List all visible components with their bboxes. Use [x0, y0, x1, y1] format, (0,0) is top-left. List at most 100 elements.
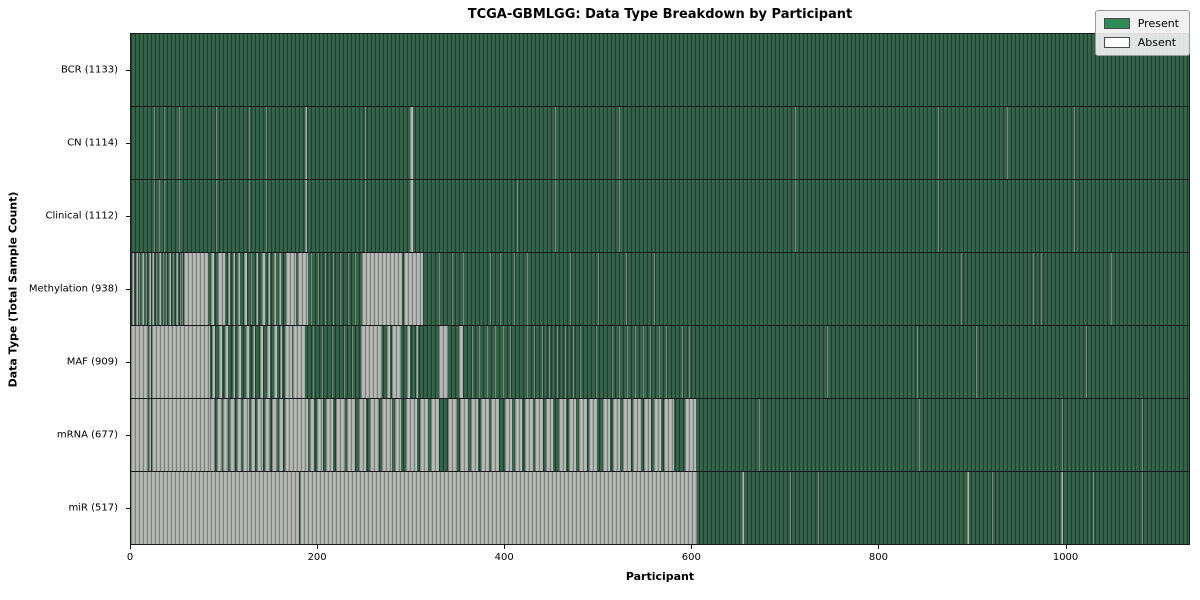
absent-segment [1092, 472, 1094, 544]
absent-segment [790, 472, 792, 544]
y-tick-mark [126, 215, 130, 217]
absent-segment [625, 253, 627, 325]
absent-segment [1111, 253, 1113, 325]
absent-segment [300, 472, 364, 544]
absent-segment [619, 180, 621, 252]
absent-segment [131, 253, 134, 325]
absent-segment [175, 253, 178, 325]
absent-segment [701, 180, 703, 252]
absent-segment [229, 399, 235, 471]
absent-segment [131, 326, 148, 398]
absent-segment [250, 253, 253, 325]
y-tick-label-Methylation: Methylation (938) [28, 283, 118, 295]
absent-segment [589, 399, 597, 471]
absent-segment [178, 107, 180, 179]
absent-segment [346, 399, 356, 471]
absent-segment [352, 326, 354, 398]
absent-segment [526, 253, 528, 325]
absent-segment [546, 253, 548, 325]
y-tick-label-mRNA: mRNA (677) [56, 429, 118, 441]
absent-segment [211, 253, 215, 325]
absent-segment [458, 326, 464, 398]
absent-segment [212, 326, 216, 398]
absent-segment [549, 326, 551, 398]
absent-segment [325, 253, 327, 325]
absent-segment [1041, 253, 1043, 325]
absent-segment [689, 326, 691, 398]
absent-segment [603, 326, 605, 398]
absent-segment [228, 253, 230, 325]
absent-segment [304, 180, 308, 252]
absent-segment [273, 253, 276, 325]
absent-segment [243, 253, 247, 325]
y-axis: BCR (1133) CN (1114) Clinical (1112) Methyl… [0, 33, 130, 545]
absent-segment [568, 399, 577, 471]
absent-segment [238, 253, 241, 325]
absent-segment [360, 326, 383, 398]
absent-segment [250, 399, 256, 471]
absent-segment [430, 399, 440, 471]
absent-segment [642, 326, 644, 398]
absent-segment [392, 326, 401, 398]
absent-segment [991, 472, 993, 544]
absent-segment [148, 326, 151, 398]
absent-segment [919, 399, 921, 471]
absent-segment [459, 399, 469, 471]
legend-item-absent: Absent [1103, 36, 1179, 49]
x-tick-mark [317, 545, 319, 549]
absent-segment [238, 326, 242, 398]
absent-segment [272, 399, 277, 471]
absent-segment [526, 326, 528, 398]
absent-segment [245, 326, 249, 398]
y-tick-label-BCR: BCR (1133) [60, 64, 118, 76]
x-tick-label-0: 0 [126, 552, 134, 563]
absent-segment [741, 472, 744, 544]
absent-segment [139, 253, 141, 325]
absent-segment [313, 326, 314, 398]
absent-segment [178, 180, 180, 252]
absent-segment [215, 180, 217, 252]
y-tick-label-MAF: MAF (909) [66, 356, 118, 368]
absent-segment [612, 399, 621, 471]
absent-segment [365, 180, 367, 252]
x-axis-title: Participant [625, 570, 695, 583]
absent-segment [1012, 399, 1014, 471]
absent-segment [264, 399, 271, 471]
absent-segment [597, 253, 599, 325]
absent-segment [298, 253, 309, 325]
absent-segment [131, 399, 148, 471]
absent-segment [489, 253, 491, 325]
absent-segment [151, 399, 211, 471]
absent-segment [961, 253, 963, 325]
x-tick-label-1000: 1000 [1052, 552, 1079, 563]
absent-segment [322, 326, 324, 398]
absent-segment [340, 253, 342, 325]
row-miR [131, 472, 1189, 544]
legend: Present Absent [1094, 10, 1190, 56]
absent-segment [513, 253, 515, 325]
absent-segment [365, 107, 367, 179]
absent-segment [156, 253, 158, 325]
absent-segment [332, 253, 334, 325]
absent-segment [331, 326, 333, 398]
row-mRNA [131, 399, 1189, 472]
absent-segment [1033, 253, 1034, 325]
absent-segment [154, 107, 156, 179]
absent-segment [794, 107, 796, 179]
row-BCR [131, 34, 1189, 107]
absent-segment [439, 326, 448, 398]
y-tick-label-CN: CN (1114) [67, 137, 118, 149]
absent-segment [826, 326, 828, 398]
absent-segment [293, 326, 305, 398]
x-tick-label-400: 400 [494, 552, 514, 563]
absent-segment [370, 399, 380, 471]
absent-segment [491, 399, 499, 471]
legend-item-present: Present [1103, 17, 1179, 30]
absent-segment [448, 399, 457, 471]
absent-segment [666, 326, 667, 398]
absent-segment [565, 326, 567, 398]
y-tick-label-Clinical: Clinical (1112) [45, 210, 119, 222]
absent-segment [343, 326, 345, 398]
absent-segment [619, 107, 621, 179]
absent-segment [419, 399, 428, 471]
